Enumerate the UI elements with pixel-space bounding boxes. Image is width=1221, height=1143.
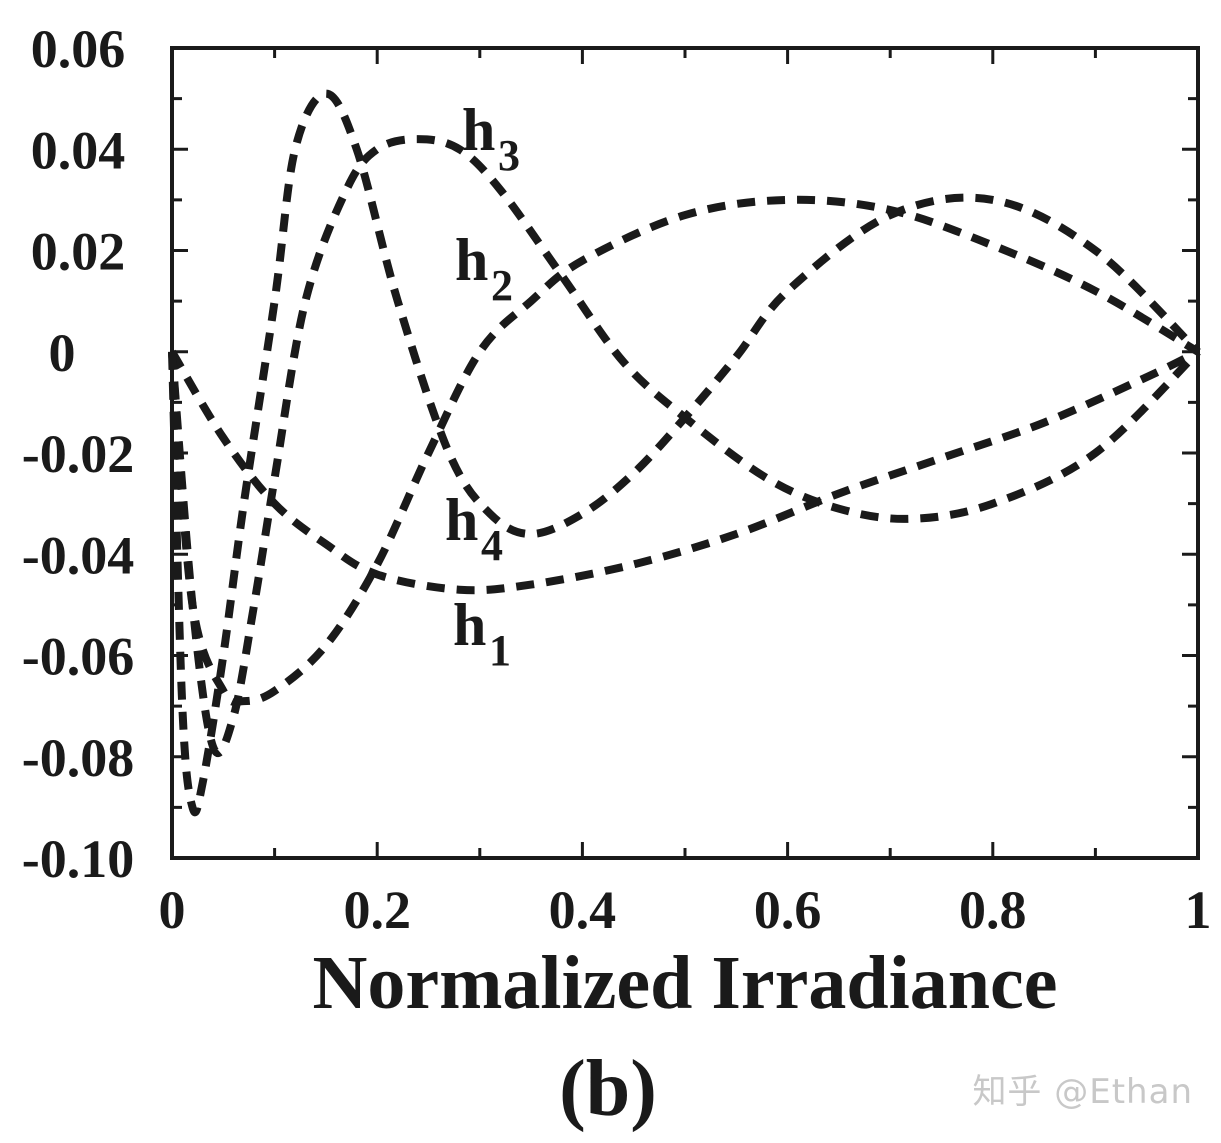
x-tick-label-0: 0 [159, 880, 186, 940]
y-tick-label-5: -0.04 [22, 525, 134, 585]
series-line-h2 [168, 195, 1201, 707]
y-tick-label-1: 0.04 [31, 120, 126, 180]
y-tick-label-3: 0 [49, 323, 76, 383]
plot-frame [170, 46, 1200, 860]
x-tick-labels: 0 0.2 0.4 0.6 0.8 1 [159, 880, 1212, 940]
y-tick-label-7: -0.08 [22, 728, 134, 788]
x-tick-label-5: 1 [1185, 880, 1212, 940]
series-label-h1-sub: 1 [489, 626, 511, 675]
x-tick-label-3: 0.6 [754, 880, 822, 940]
y-tick-label-4: -0.02 [22, 424, 134, 484]
series-lines [168, 89, 1201, 817]
series-line-h4 [168, 89, 1201, 817]
series-line-h3 [168, 135, 1201, 757]
series-labels: h 1h 2h 3h 4 [445, 97, 520, 675]
y-tick-label-8: -0.10 [22, 829, 134, 889]
y-tick-labels: 0.06 0.04 0.02 0 -0.02 -0.04 -0.06 -0.08 -0.10 [22, 19, 134, 889]
y-tick-label-0: 0.06 [31, 19, 126, 79]
watermark: 知乎 @Ethan [972, 1072, 1193, 1112]
series-label-h4-main: h [445, 487, 478, 553]
x-tick-label-4: 0.8 [959, 880, 1027, 940]
ticks [170, 46, 1200, 860]
x-tick-label-2: 0.4 [549, 880, 617, 940]
series-label-h3-main: h [462, 97, 495, 163]
series-label-h3-sub: 3 [498, 131, 520, 180]
series-label-h1-main: h [453, 592, 486, 658]
series-label-h2-sub: 2 [491, 261, 513, 310]
series-line-h1 [168, 348, 1200, 595]
y-tick-label-6: -0.06 [22, 627, 134, 687]
series-label-h4-sub: 4 [481, 521, 503, 570]
x-axis-label: Normalized Irradiance [312, 941, 1057, 1025]
y-tick-label-2: 0.02 [31, 222, 126, 282]
x-tick-label-1: 0.2 [343, 880, 411, 940]
subfigure-label: (b) [559, 1045, 657, 1133]
series-label-h2-main: h [455, 227, 488, 293]
